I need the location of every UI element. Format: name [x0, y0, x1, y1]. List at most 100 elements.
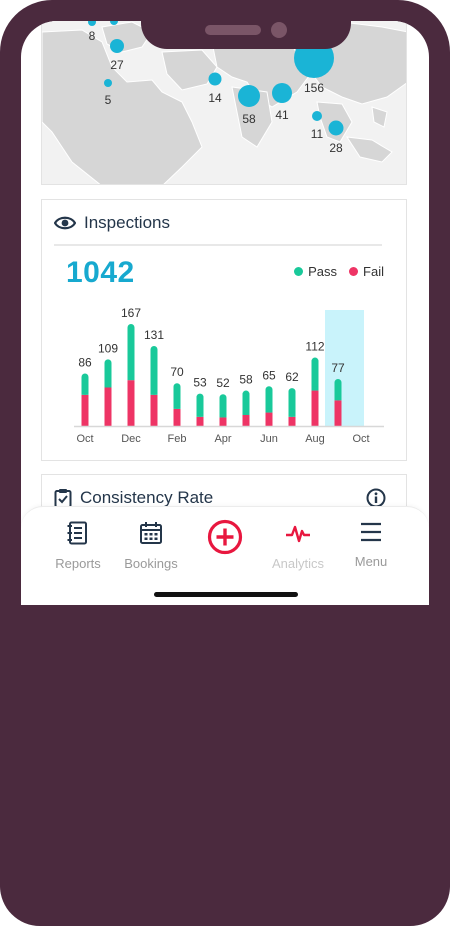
bar-pass-join — [265, 408, 273, 413]
map-bubble-label: 5 — [105, 93, 112, 107]
bar-fail[interactable] — [150, 394, 158, 426]
inspections-title: Inspections — [84, 213, 170, 232]
map-bubble[interactable] — [110, 39, 124, 53]
tab-add[interactable] — [185, 519, 265, 560]
map-bubble-label: 41 — [275, 108, 289, 122]
clipboard-check-icon — [54, 489, 72, 508]
legend-pass: Pass — [294, 264, 337, 279]
tab-analytics[interactable]: Analytics — [258, 521, 338, 571]
bar-value-label: 109 — [98, 341, 118, 355]
bar-value-label: 77 — [331, 361, 345, 375]
consistency-header: Consistency Rate — [54, 485, 213, 511]
camera — [271, 22, 287, 38]
divider — [54, 244, 382, 246]
map-bubble[interactable] — [104, 79, 112, 87]
legend-fail-dot — [349, 267, 359, 276]
bar-value-label: 62 — [285, 370, 299, 384]
chart-legend: Pass Fail — [282, 264, 384, 279]
bar-value-label: 65 — [262, 368, 276, 382]
tab-analytics-label: Analytics — [271, 556, 325, 571]
x-tick-label: Oct — [352, 433, 369, 445]
bar-pass[interactable] — [127, 323, 135, 381]
bar-pass-join — [288, 412, 296, 417]
tab-reports[interactable]: Reports — [38, 521, 118, 571]
bar-fail[interactable] — [81, 394, 89, 426]
x-tick-label: Dec — [121, 433, 141, 445]
map-bubble-label: 13 — [109, 21, 123, 24]
screen: 8 13 27 5 14 58 41 156 11 28 Inspections 1042 Pas… — [21, 21, 429, 605]
home-indicator — [154, 592, 298, 597]
bar-pass[interactable] — [81, 373, 89, 395]
map-bubble-label: 14 — [208, 91, 222, 105]
bar-fail[interactable] — [311, 390, 319, 426]
x-tick-label: Aug — [305, 433, 325, 445]
tab-bookings-label: Bookings — [124, 556, 178, 571]
bar-value-label: 53 — [193, 376, 207, 390]
map-bubble[interactable] — [312, 111, 322, 121]
bar-value-label: 52 — [216, 376, 230, 390]
bar-value-label: 112 — [305, 340, 324, 354]
bar-pass-join — [196, 412, 204, 417]
tab-reports-label: Reports — [55, 556, 101, 571]
map-bubble[interactable] — [208, 72, 222, 86]
pulse-icon — [286, 525, 310, 543]
bar-fail[interactable] — [265, 412, 273, 426]
bar-pass[interactable] — [265, 386, 273, 413]
bar-pass-join — [127, 376, 135, 381]
bar-pass-join — [150, 390, 158, 395]
bar-fail[interactable] — [104, 387, 112, 427]
x-tick-label: Apr — [214, 433, 231, 445]
map-bubble-label: 28 — [329, 141, 343, 155]
bar-fail[interactable] — [173, 408, 181, 426]
bar-pass-join — [311, 386, 319, 391]
highlight-column — [325, 310, 364, 426]
bar-pass-join — [242, 411, 250, 415]
bar-pass[interactable] — [173, 383, 181, 409]
bar-pass-join — [173, 404, 181, 409]
bar-value-label: 131 — [144, 328, 164, 342]
inspections-total: 1042 — [66, 256, 135, 289]
bottom-tab-bar: Reports Bookings — [21, 506, 429, 605]
legend-pass-label: Pass — [308, 264, 338, 279]
tab-menu-label: Menu — [354, 554, 388, 569]
add-circle-icon — [207, 519, 243, 555]
x-tick-label: Jun — [260, 433, 278, 445]
bar-fail[interactable] — [219, 417, 227, 426]
info-icon[interactable] — [366, 488, 386, 508]
bar-pass[interactable] — [311, 357, 319, 391]
map-bubble[interactable] — [328, 120, 344, 136]
bar-pass-join — [104, 383, 112, 388]
bar-pass[interactable] — [288, 388, 296, 417]
bar-pass[interactable] — [104, 359, 112, 388]
bar-pass-join — [219, 413, 227, 418]
map-bubble[interactable] — [272, 83, 292, 103]
inspections-header: Inspections — [54, 210, 170, 236]
x-tick-label: Oct — [76, 433, 93, 445]
tab-bookings[interactable]: Bookings — [111, 521, 191, 571]
bar-pass[interactable] — [196, 393, 204, 417]
bar-pass-join — [81, 390, 89, 395]
bar-fail[interactable] — [127, 380, 135, 426]
bar-value-label: 167 — [121, 306, 141, 320]
map-bubble[interactable] — [88, 21, 96, 26]
bar-fail[interactable] — [334, 400, 342, 426]
map-bubble-label: 8 — [89, 29, 96, 43]
bar-pass[interactable] — [334, 378, 342, 401]
map-bubble[interactable] — [238, 85, 260, 107]
legend-fail: Fail — [349, 264, 384, 279]
notch — [141, 21, 351, 49]
map-bubble[interactable] — [110, 21, 118, 25]
bar-fail[interactable] — [242, 415, 250, 426]
bar-pass[interactable] — [219, 394, 227, 418]
bar-pass[interactable] — [150, 345, 158, 395]
inspections-card[interactable]: Inspections 1042 Pass Fail 86 109 167 131 70… — [41, 199, 407, 461]
bar-fail[interactable] — [196, 416, 204, 426]
bar-pass[interactable] — [242, 390, 250, 415]
bar-value-label: 86 — [78, 355, 92, 369]
consistency-title: Consistency Rate — [80, 488, 214, 507]
bar-fail[interactable] — [288, 416, 296, 426]
map-bubble-label: 156 — [304, 81, 324, 95]
tab-menu[interactable]: Menu — [331, 521, 411, 569]
